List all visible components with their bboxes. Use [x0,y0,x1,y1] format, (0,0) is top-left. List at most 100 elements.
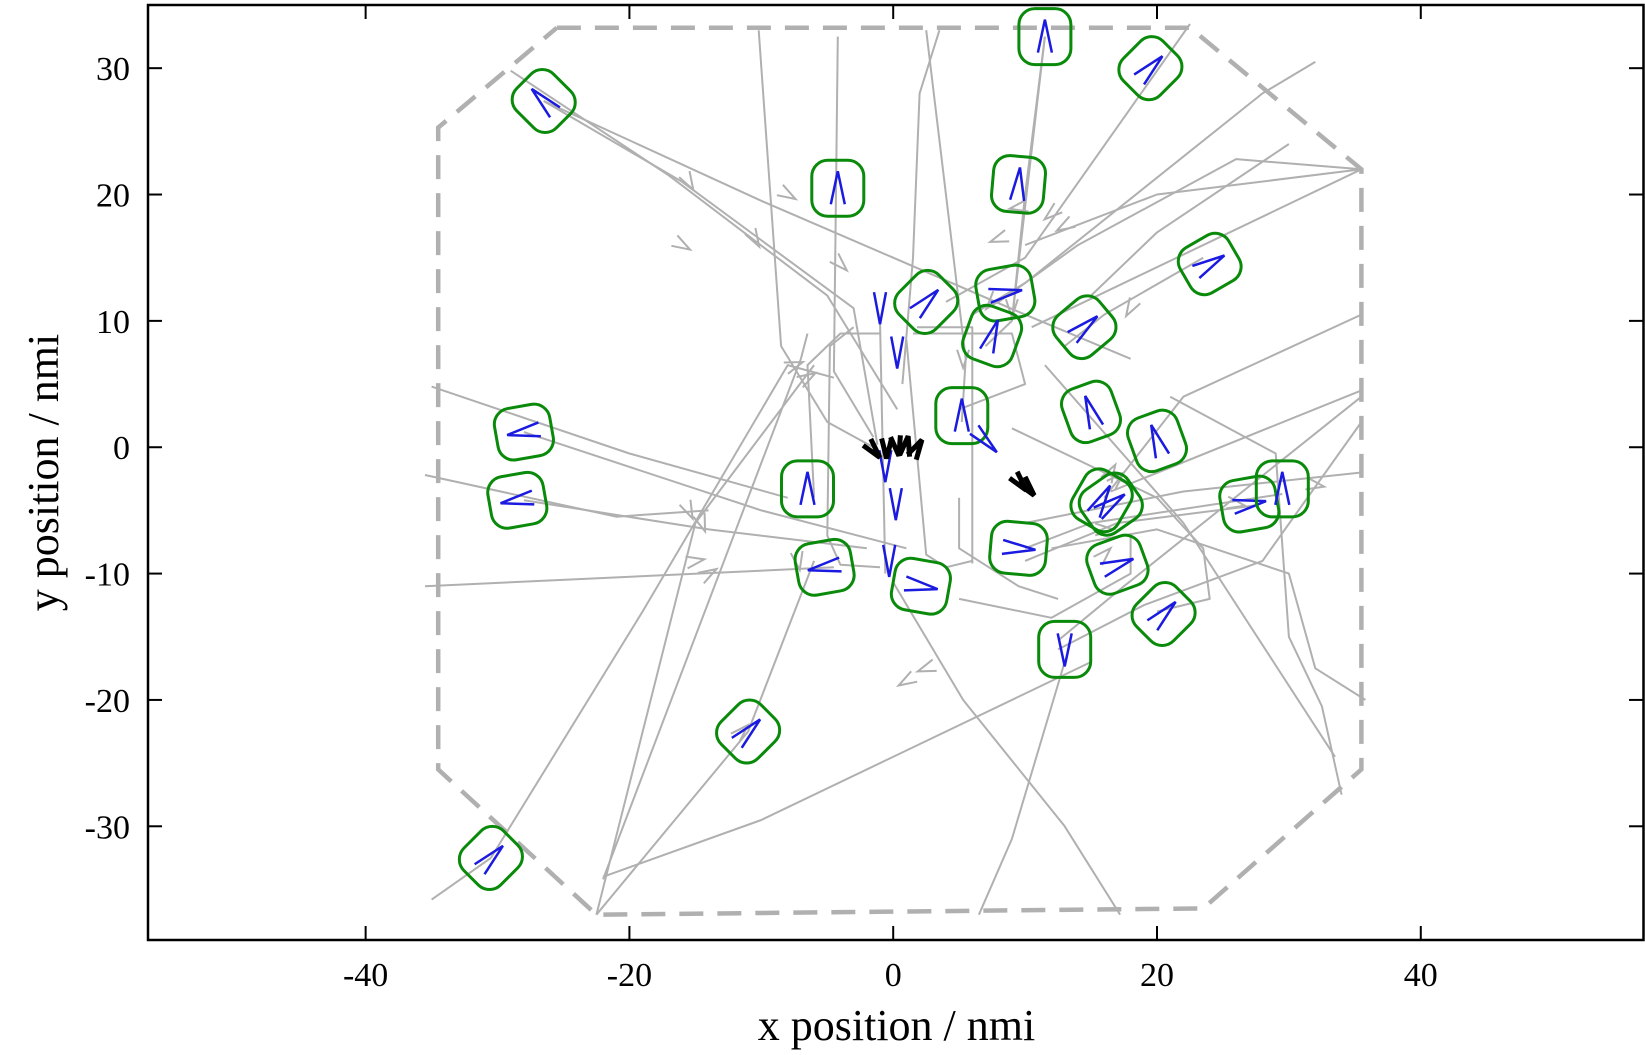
aircraft-marker [1176,231,1243,297]
aircraft-box [457,824,524,891]
track-arrow [829,252,850,273]
aircraft-heading-arrow [807,556,842,573]
x-tick-label: -20 [607,957,652,994]
track-line [490,364,835,859]
track-line [431,857,492,901]
aircraft-marker [793,537,856,597]
track-line [1024,471,1362,524]
track-arrow [692,512,707,535]
aircraft-heading-arrow [1232,498,1267,515]
aircraft-box [1051,294,1118,361]
track-line [602,661,1092,878]
track-line [913,332,1027,411]
track-line [958,497,1059,600]
aircraft-heading-arrow [1191,254,1226,279]
x-axis-ticks: -40 -20 0 20 40 [343,5,1438,994]
track-direction-arrows [671,170,1328,743]
track-arrow [678,499,694,522]
track-line [1024,493,1283,550]
inbound-aircraft-arrow [872,291,888,325]
landed-aircraft-arrow [1015,475,1037,498]
boundary-line [435,25,1364,917]
aircraft-heading-arrow [731,718,762,749]
inbound-aircraft-arrow [888,487,904,521]
aircraft-heading-arrow [530,87,561,118]
track-arrow [776,184,799,201]
aircraft-heading-arrow [1274,471,1291,506]
x-tick-label: 0 [885,957,902,994]
track-line [602,333,809,880]
aircraft-marker [989,154,1048,215]
track-arrow [671,234,693,252]
aircraft-heading-arrow [1067,315,1099,344]
aircraft-heading-arrow [799,471,816,506]
aircraft-heading-arrow [1099,557,1135,578]
aircraft-heading-arrow [473,844,504,875]
aircraft-heading-arrow [909,288,940,319]
landed-aircraft-arrow [888,435,903,457]
aircraft-marker [780,459,835,519]
aircraft-marker [457,824,524,891]
track-line [1010,36,1046,322]
track-arrow [730,722,751,743]
aircraft-box [893,268,960,335]
track-arrow [796,371,819,389]
aircraft-box [974,263,1037,323]
track-arrow [895,670,918,688]
aircraft-heading-arrow [1093,493,1126,520]
track-line [1044,364,1336,758]
aircraft-marker [1051,294,1118,361]
aircraft-heading-arrow [1036,19,1054,53]
track-arrow [744,227,761,250]
aircraft-box [1254,459,1310,519]
track-line [958,535,1132,619]
inbound-aircraft-arrow [881,544,897,578]
track-arrow [697,567,720,584]
aircraft-heading-arrow [506,421,541,438]
track-arrow [1305,476,1328,491]
track-arrow [783,360,806,375]
aircraft-box [988,519,1049,577]
aircraft-box [810,158,866,218]
aircraft-marker [961,303,1024,369]
track-arrow [1093,545,1113,566]
aircraft-box [486,470,549,530]
track-line [523,431,907,550]
aircraft-marker [988,519,1049,577]
inbound-arrows [872,291,998,578]
x-tick-label: 40 [1404,957,1438,994]
aircraft-box [492,402,555,462]
landed-aircraft [861,435,1037,498]
track-arrow [685,555,708,570]
aircraft-box [793,537,856,597]
track-arrow [1054,215,1076,233]
aircraft-heading-arrow [829,170,847,205]
aircraft-marker [715,698,782,765]
aircraft-box [989,154,1048,215]
aircraft-box [934,386,990,446]
landed-aircraft-arrow [879,437,895,460]
aircraft-marker [934,386,990,446]
aircraft-marker [1077,471,1144,537]
aircraft-box [1130,580,1197,648]
aircraft-marker [1069,467,1134,534]
track-arrow [1006,198,1029,213]
aircraft-marker [1017,7,1073,67]
track-arrow [1042,202,1063,222]
aircraft-marker [492,402,555,462]
track-line [595,364,815,915]
y-axis-ticks: -30 -20 -10 0 10 20 30 [85,51,1643,846]
track-line [925,30,967,423]
x-axis-title: x position / nmi [758,1001,1035,1050]
track-arrow [1106,470,1127,490]
landed-aircraft-arrow [905,438,925,461]
aircraft-box [1117,35,1184,102]
track-line [916,326,974,564]
aircraft-heading-arrow [1056,633,1073,667]
aircraft-heading-arrow [953,398,971,432]
aircraft-tracks [424,23,1366,916]
y-tick-label: -10 [85,557,130,594]
track-line [1057,421,1363,651]
aircraft-heading-arrow [1083,395,1105,430]
x-tick-label: 20 [1140,957,1174,994]
